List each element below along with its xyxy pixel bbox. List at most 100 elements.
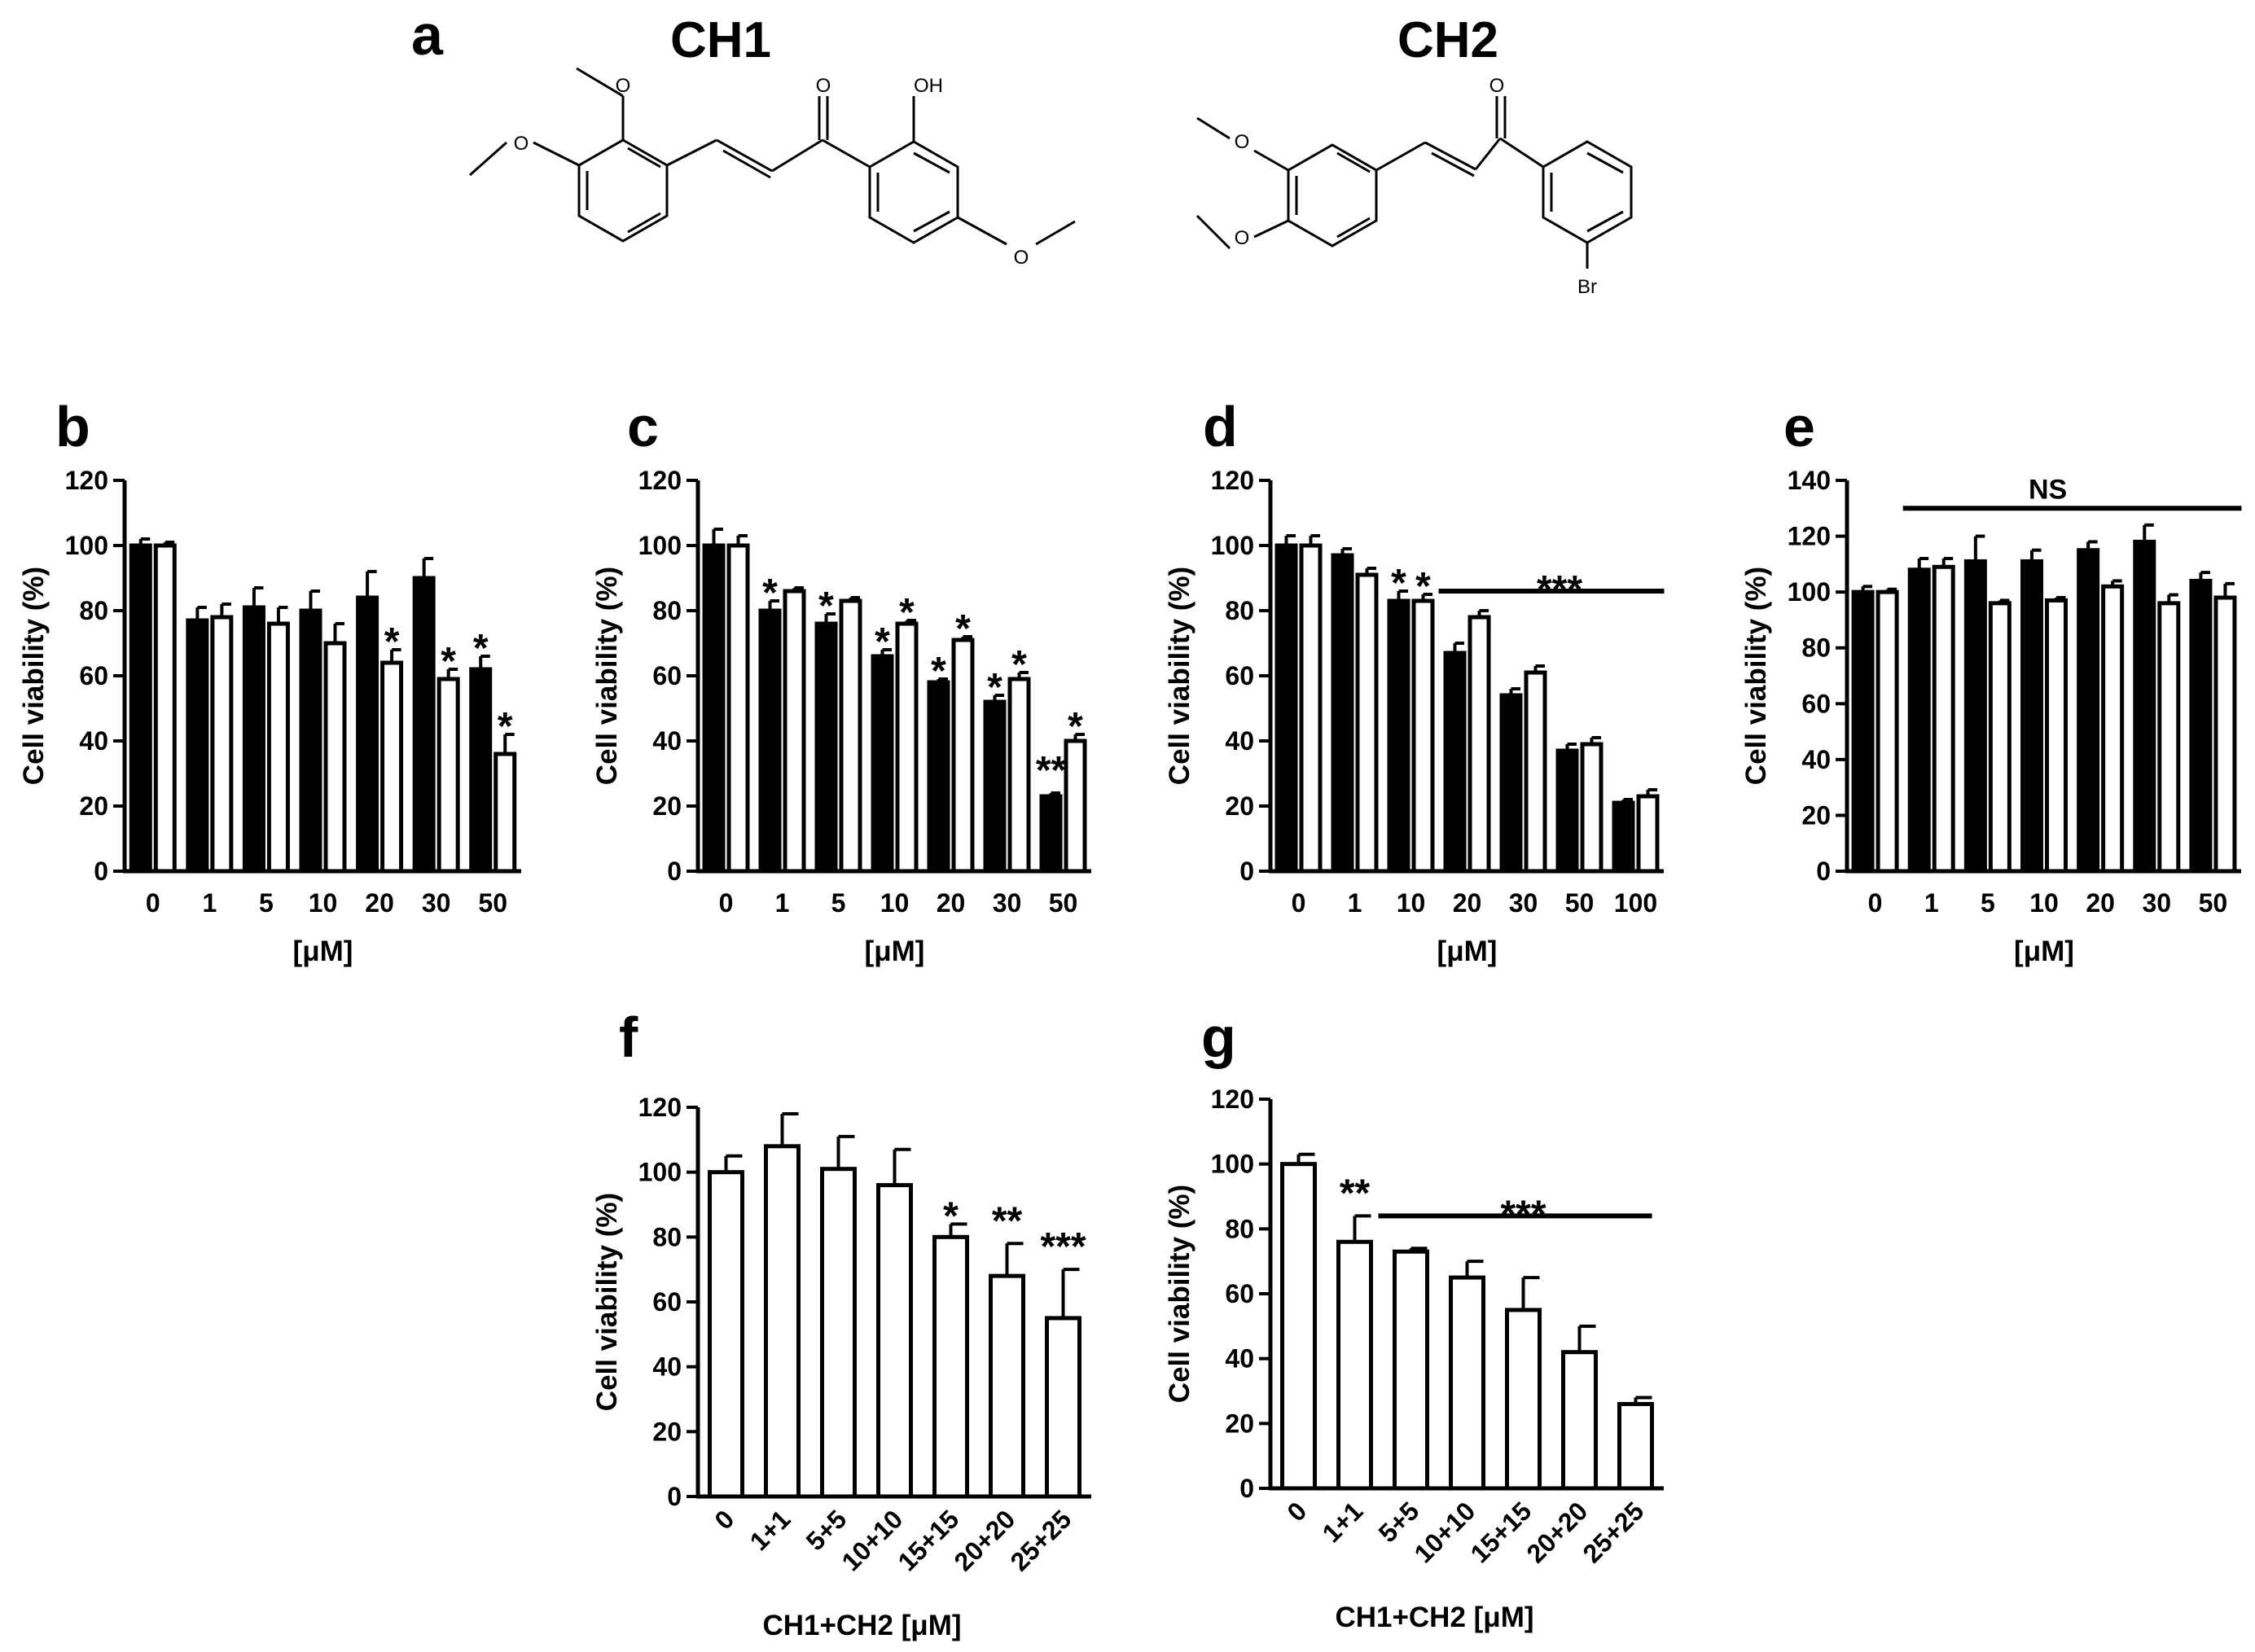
bar (758, 608, 782, 874)
bar (1355, 572, 1379, 874)
x-tick-label: 15+15 (892, 1504, 964, 1576)
x-tick-label: 0 (1292, 888, 1306, 918)
significance-marker: * (1415, 565, 1431, 608)
bar (1387, 598, 1410, 874)
bar (1443, 651, 1467, 874)
y-tick-label: 100 (65, 531, 108, 560)
significance-marker: * (931, 650, 946, 693)
bar (1617, 1401, 1654, 1491)
bar (153, 543, 177, 874)
bar (1963, 559, 1987, 874)
panel-label-e: e (1783, 395, 1815, 458)
bar (783, 589, 806, 874)
ch2-ring-right (1542, 140, 1633, 244)
bar (1468, 615, 1491, 874)
x-tick-label: 1 (1924, 888, 1939, 918)
bar (437, 677, 460, 874)
x-tick-label: 1 (202, 888, 217, 918)
x-tick-label: 20 (365, 888, 394, 918)
y-tick-label: 80 (1225, 1214, 1254, 1243)
y-tick-label: 0 (667, 1482, 682, 1511)
y-tick-label: 0 (1239, 1474, 1254, 1503)
bar (814, 621, 838, 874)
significance-marker: ** (1036, 749, 1067, 792)
y-tick-label: 120 (1788, 522, 1831, 551)
x-tick-label: 1 (1348, 888, 1362, 918)
x-tick-label: 50 (1049, 888, 1078, 918)
y-tick-label: 100 (1788, 577, 1831, 607)
bar (932, 1234, 969, 1499)
x-tick-label: 0 (719, 888, 734, 918)
bar (708, 1170, 744, 1499)
y-axis-label: Cell viability (%) (591, 567, 623, 785)
y-tick-label: 60 (1225, 661, 1254, 690)
x-tick-label: 50 (1565, 888, 1595, 918)
bar (1932, 564, 1955, 874)
ch1-atom-o4: O (1014, 247, 1029, 269)
bar (1907, 567, 1931, 874)
bar (1299, 543, 1323, 874)
ch2-structure (1196, 96, 1633, 269)
significance-span-label: *** (1537, 568, 1582, 611)
ch2-atom-o2: O (1235, 131, 1250, 153)
bar (702, 543, 726, 874)
y-tick-label: 80 (1225, 596, 1254, 625)
y-tick-label: 0 (667, 857, 682, 886)
y-tick-label: 60 (1801, 689, 1831, 718)
bar (927, 680, 950, 874)
bar (1007, 677, 1031, 874)
ch1-atom-oh: OH (914, 75, 943, 97)
significance-span-label: *** (1500, 1193, 1546, 1236)
x-tick-label: 0 (709, 1504, 739, 1535)
y-tick-label: 0 (94, 857, 108, 886)
bar (1988, 601, 2012, 874)
x-tick-label: 20 (1453, 888, 1482, 918)
significance-marker: * (473, 627, 489, 670)
bar (129, 543, 152, 874)
x-tick-label: 5 (831, 888, 846, 918)
ch1-ring-left (577, 138, 669, 243)
significance-marker: * (498, 705, 513, 748)
x-tick-label: 10 (1397, 888, 1426, 918)
x-tick-label: 50 (2199, 888, 2228, 918)
bar (2045, 598, 2068, 874)
y-tick-label: 100 (1211, 1150, 1254, 1179)
y-tick-label: 0 (1239, 857, 1254, 886)
bar (299, 608, 322, 874)
y-tick-label: 140 (1788, 466, 1831, 495)
bar (1876, 589, 1899, 874)
x-tick-label: 5 (259, 888, 274, 918)
y-tick-label: 0 (1816, 857, 1831, 886)
significance-marker: * (875, 620, 890, 664)
panel-a: a CH1 CH2 O O (411, 3, 1633, 298)
bar (2020, 559, 2043, 874)
panel-label-g: g (1201, 1006, 1236, 1069)
x-tick-label: 0 (1868, 888, 1883, 918)
ch1-structure (469, 67, 1076, 246)
x-tick-label: 30 (2142, 888, 2171, 918)
y-tick-label: 60 (1225, 1279, 1254, 1308)
y-tick-label: 20 (1225, 1409, 1254, 1438)
y-tick-label: 60 (652, 1287, 682, 1317)
bar (876, 1183, 913, 1499)
y-tick-label: 80 (79, 596, 108, 625)
y-tick-label: 120 (65, 466, 108, 495)
x-tick-label: 0 (1281, 1496, 1312, 1527)
significance-marker: * (943, 1194, 959, 1238)
bar (1505, 1308, 1542, 1491)
x-axis-label: [μM] (293, 936, 353, 967)
bar (2101, 584, 2125, 874)
chart-c: c 0 20 40 60 80 100 120 Cell viability (%) 0 1 5 10 2… (591, 395, 1091, 967)
panel-label-c: c (627, 395, 659, 458)
bar (1524, 670, 1547, 874)
bar (895, 621, 919, 874)
ch1-atom-o2: O (514, 133, 529, 155)
bar (2157, 601, 2181, 874)
x-axis-label: [μM] (2014, 936, 2074, 967)
x-tick-label: 10 (309, 888, 338, 918)
bar (1580, 742, 1604, 874)
y-tick-label: 80 (652, 596, 682, 625)
